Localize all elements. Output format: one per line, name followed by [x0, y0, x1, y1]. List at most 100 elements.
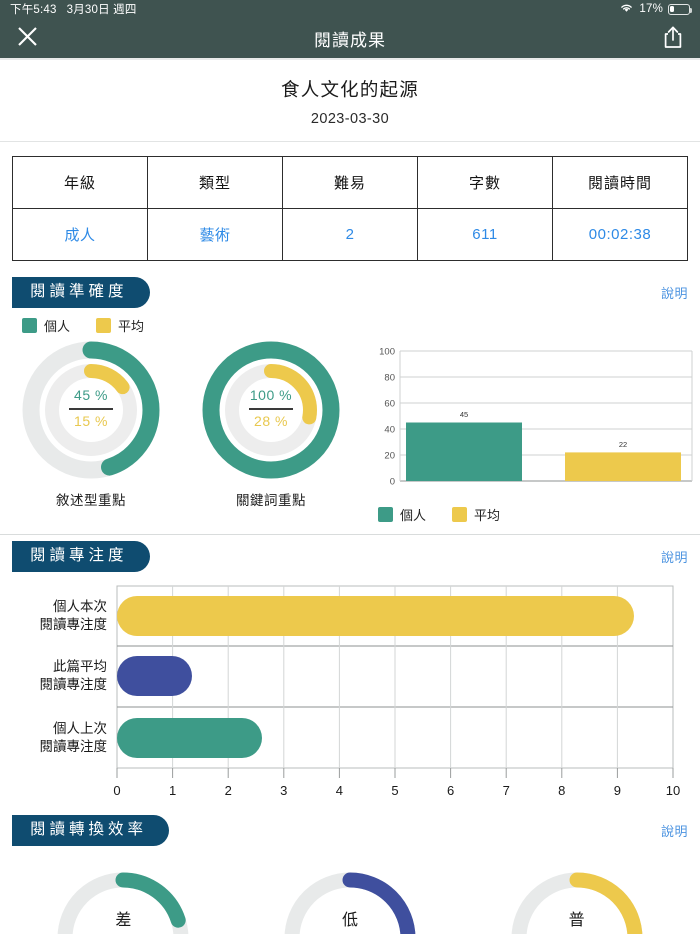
- gauge-poor: 差: [48, 858, 198, 934]
- gauge-label-normal: 普: [568, 911, 585, 929]
- legend-swatch-average: [452, 506, 468, 522]
- x-tick-label: 5: [391, 783, 398, 798]
- section-title-focus: 閱讀專注度: [12, 540, 150, 572]
- status-bar-left: 下午5:43 3月30日 週四: [10, 1, 137, 17]
- x-tick-label: 8: [558, 783, 565, 798]
- table-cell: 成人: [12, 208, 148, 261]
- document-date: 2023-03-30: [310, 111, 390, 127]
- focus-category-label: 閱讀專注度: [40, 739, 108, 754]
- donut-value-personal: 45 %: [74, 387, 108, 403]
- legend-item-average: 平均: [96, 316, 144, 335]
- x-tick-label: 6: [447, 783, 454, 798]
- focus-chart-wrapper: 個人本次 閱讀專注度 此篇平均 閱讀專注度 個人上次 閱讀專注度 0 1 2 3: [0, 572, 700, 809]
- table-row: 成人 藝術 2 611 00:02:38: [12, 208, 688, 261]
- bar-personal: [406, 422, 522, 481]
- bar-value-personal: 45: [460, 410, 468, 419]
- focus-category-label: 閱讀專注度: [40, 677, 108, 692]
- gauge-low: 低: [275, 858, 425, 934]
- x-tick-label: 10: [666, 783, 680, 798]
- accuracy-bar-svg: 100 80 60 40 20 0 45 22: [379, 346, 693, 487]
- explain-link-focus[interactable]: 說明: [660, 549, 688, 565]
- x-tick-label: 2: [225, 783, 232, 798]
- explain-link-accuracy[interactable]: 說明: [660, 285, 688, 301]
- gauge-svg-low: [284, 872, 416, 934]
- y-tick-label: 40: [384, 424, 395, 435]
- legend-label-average: 平均: [118, 318, 145, 334]
- y-tick-label: 20: [384, 450, 395, 461]
- table-cell: 00:02:38: [552, 208, 688, 261]
- donut-chart-keyword: 100 % 28 % 關鍵詞重點: [186, 337, 356, 524]
- donut-value-average: 28 %: [254, 413, 288, 429]
- y-tick-label: 60: [384, 398, 395, 409]
- focus-category-label: 個人本次: [53, 599, 107, 614]
- legend-item-average: 平均: [452, 505, 500, 524]
- donut-svg-narrative: 45 % 15 %: [22, 341, 160, 479]
- donut-value-personal: 100 %: [250, 387, 292, 403]
- bar-value-average: 22: [619, 440, 627, 449]
- table-header-cell: 年級: [12, 156, 148, 209]
- donut-label-narrative: 敘述型重點: [56, 492, 126, 508]
- table-header-cell: 類型: [147, 156, 283, 209]
- divider: [0, 141, 700, 142]
- x-tick-label: 1: [169, 783, 176, 798]
- table-header-cell: 字數: [417, 156, 553, 209]
- section-title-accuracy: 閱讀準確度: [12, 277, 150, 308]
- table-cell: 611: [417, 208, 553, 261]
- status-date: 3月30日 週四: [66, 4, 137, 16]
- nav-bar: 閱讀成果: [0, 18, 700, 60]
- donut-value-average: 15 %: [74, 413, 108, 429]
- status-time: 下午5:43: [10, 4, 57, 16]
- legend-swatch-personal: [378, 506, 393, 522]
- share-button[interactable]: [646, 17, 700, 59]
- close-button[interactable]: [0, 17, 54, 59]
- legend-label-personal: 個人: [44, 318, 71, 334]
- x-tick-label: 3: [280, 783, 287, 798]
- y-tick-label: 80: [384, 372, 395, 383]
- donut-chart-group: 45 % 15 % 敘述型重點 100 % 28 % 關鍵詞重點: [6, 337, 356, 524]
- status-bar: 下午5:43 3月30日 週四 17%: [0, 0, 700, 18]
- table-header-cell: 難易: [282, 156, 418, 209]
- gauge-label-poor: 差: [115, 911, 132, 929]
- section-title-efficiency: 閱讀轉換效率: [12, 814, 170, 846]
- focus-bar-average: [117, 655, 192, 696]
- focus-category-label: 個人上次: [53, 721, 107, 736]
- wifi-icon: [619, 2, 634, 16]
- accuracy-bar-legend: 個人 平均: [362, 505, 700, 524]
- table-cell: 藝術: [147, 208, 283, 261]
- y-tick-label: 100: [379, 346, 395, 357]
- legend-label-average: 平均: [474, 507, 501, 523]
- document-header: 食人文化的起源 2023-03-30: [0, 60, 700, 141]
- focus-bar-current: [117, 595, 634, 636]
- legend-item-personal: 個人: [22, 316, 70, 335]
- section-header-efficiency: 閱讀轉換效率 說明: [0, 814, 700, 846]
- x-tick-label: 9: [614, 783, 621, 798]
- divider: [0, 533, 700, 535]
- share-icon: [663, 25, 683, 52]
- explain-link-efficiency[interactable]: 說明: [660, 823, 688, 839]
- accuracy-bar-chart: 100 80 60 40 20 0 45 22 個人 平均: [356, 337, 700, 524]
- accuracy-body: 45 % 15 % 敘述型重點 100 % 28 % 關鍵詞重點: [0, 335, 700, 524]
- donut-label-keyword: 關鍵詞重點: [236, 492, 306, 508]
- focus-category-label: 閱讀專注度: [40, 617, 108, 632]
- battery-percent-label: 17%: [639, 3, 663, 15]
- info-table-wrapper: 年級 類型 難易 字數 閱讀時間 成人 藝術 2 611 00:02:38: [0, 142, 700, 271]
- legend-swatch-personal: [22, 317, 37, 333]
- donut-svg-keyword: 100 % 28 %: [202, 341, 340, 479]
- x-tick-label: 7: [503, 783, 510, 798]
- table-header-row: 年級 類型 難易 字數 閱讀時間: [12, 156, 688, 209]
- donut-chart-narrative: 45 % 15 % 敘述型重點: [6, 337, 176, 524]
- focus-bar-svg: 個人本次 閱讀專注度 此篇平均 閱讀專注度 個人上次 閱讀專注度 0 1 2 3: [40, 585, 680, 798]
- table-cell: 2: [282, 208, 418, 261]
- gauge-normal: 普: [502, 858, 652, 934]
- section-header-focus: 閱讀專注度 說明: [0, 540, 700, 572]
- legend-item-personal: 個人: [378, 505, 426, 524]
- status-bar-right: 17%: [619, 2, 693, 16]
- gauge-svg-poor: [57, 872, 189, 934]
- page-title: 閱讀成果: [314, 30, 386, 50]
- section-header-accuracy: 閱讀準確度 說明: [0, 277, 700, 308]
- gauge-label-low: 低: [341, 911, 358, 929]
- gauge-svg-normal: [511, 872, 643, 934]
- y-tick-label: 0: [390, 476, 395, 487]
- efficiency-gauge-group: 差 低 普: [0, 846, 700, 934]
- bar-average: [565, 452, 681, 481]
